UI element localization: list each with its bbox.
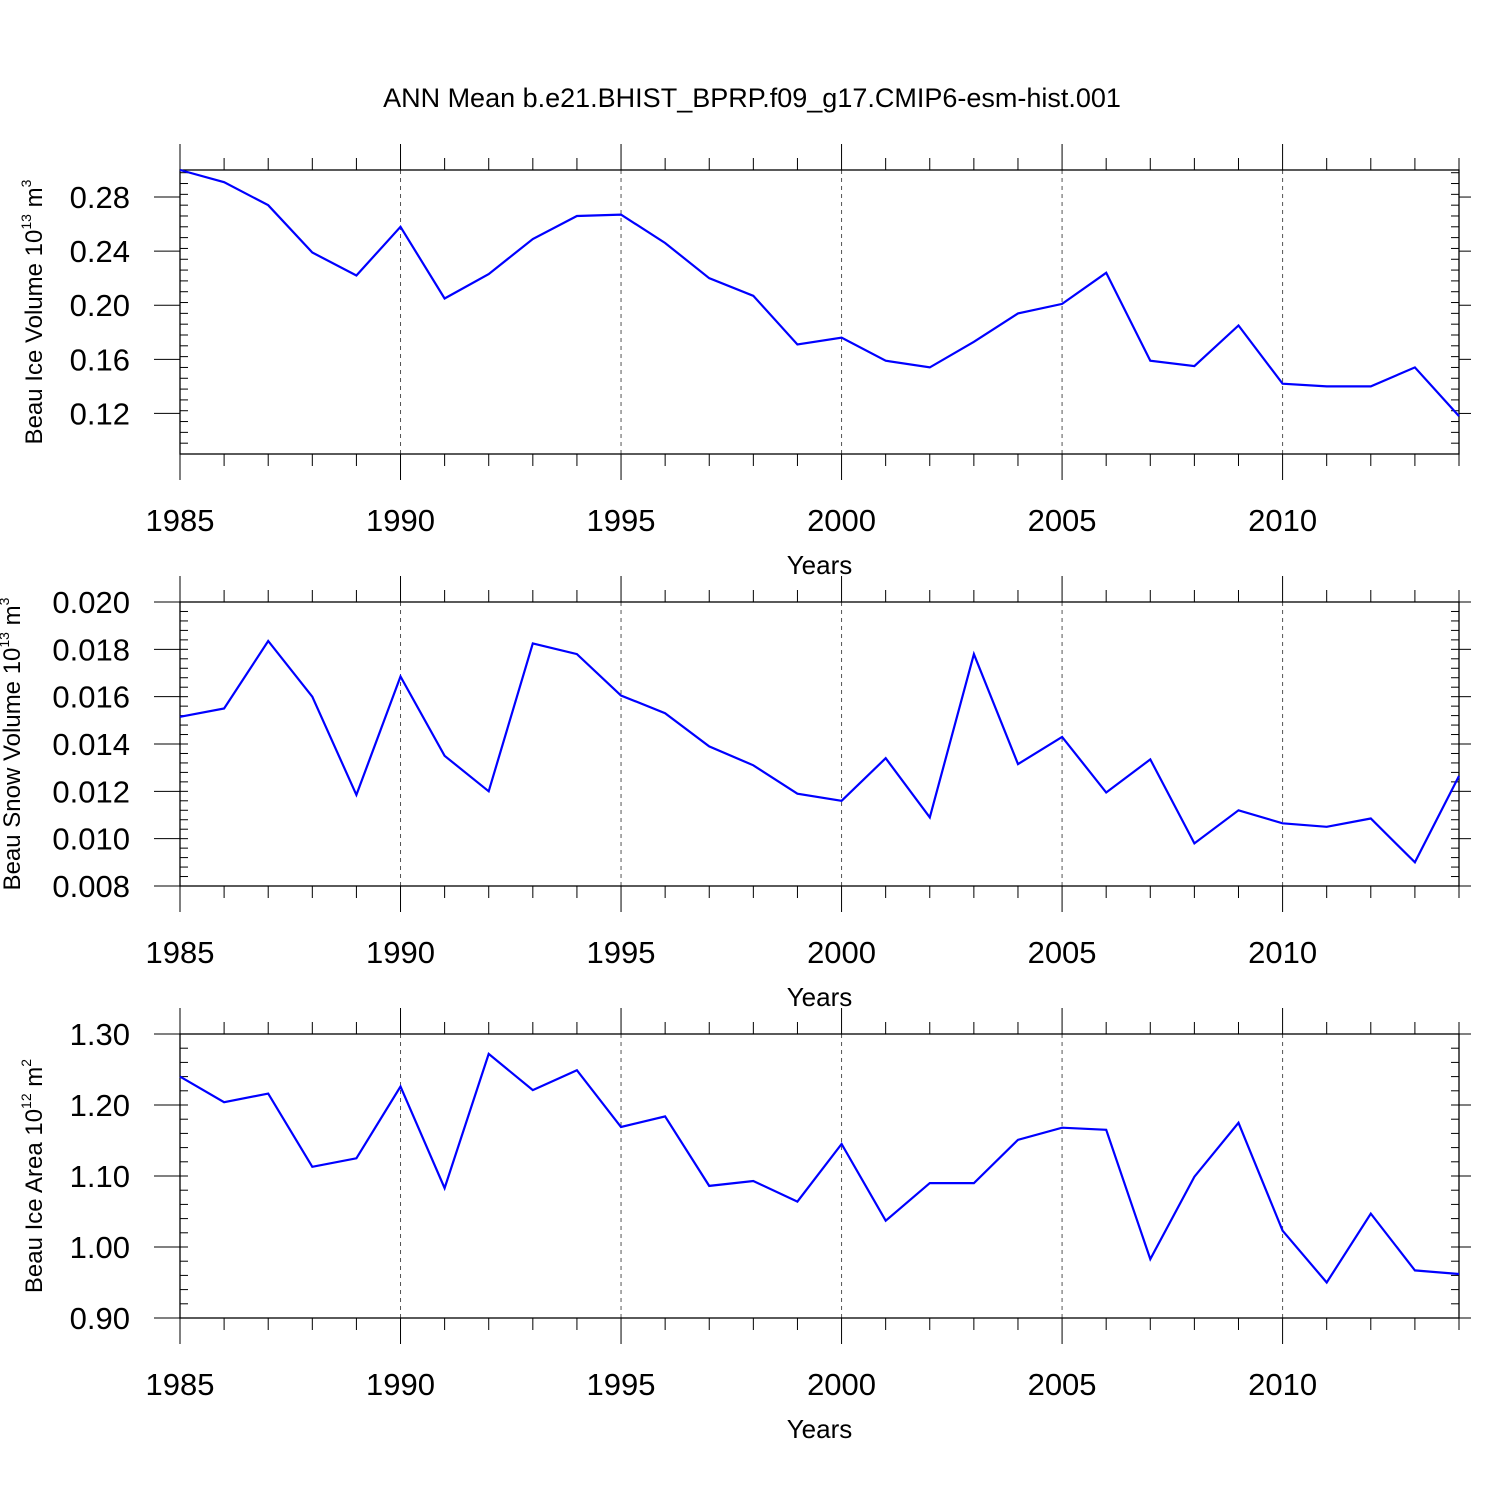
x-tick-label: 1995 <box>587 935 656 970</box>
y-tick-label: 0.020 <box>52 585 130 620</box>
plot-frame <box>179 601 1460 887</box>
y-tick-label: 0.008 <box>52 869 130 904</box>
y-tick-label: 0.28 <box>70 180 130 215</box>
x-tick-label: 1995 <box>587 1367 656 1402</box>
x-tick-label: 2005 <box>1028 503 1097 538</box>
x-tick-label: 2005 <box>1028 935 1097 970</box>
x-tick-label: 1990 <box>366 503 435 538</box>
x-tick-label: 2010 <box>1248 935 1317 970</box>
y-axis-label: Beau Ice Area 1012 m2 <box>18 1059 48 1293</box>
x-tick-label: 1985 <box>146 503 215 538</box>
y-tick-label: 1.10 <box>70 1159 130 1194</box>
y-tick-label: 0.012 <box>52 774 130 809</box>
x-axis-label: Years <box>787 550 853 580</box>
chart-panel-3: 0.90 1.00 1.10 1.20 1.30 1985 1990 1995 2000 2005… <box>18 1008 1471 1444</box>
series-line <box>179 639 1460 865</box>
x-axis-label: Years <box>787 982 853 1012</box>
x-axis-label: Years <box>787 1414 853 1444</box>
y-tick-label: 1.30 <box>70 1017 130 1052</box>
chart-title: ANN Mean b.e21.BHIST_BPRP.f09_g17.CMIP6-… <box>383 83 1121 113</box>
x-tick-label: 1985 <box>146 1367 215 1402</box>
plot-frame <box>179 169 1460 455</box>
y-tick-label: 0.12 <box>70 396 130 431</box>
y-tick-label: 0.018 <box>52 632 130 667</box>
y-tick-label: 0.24 <box>70 234 130 269</box>
y-tick-label: 0.014 <box>52 727 130 762</box>
series-line <box>179 1052 1460 1285</box>
x-tick-label: 2010 <box>1248 1367 1317 1402</box>
x-tick-label: 2000 <box>807 1367 876 1402</box>
panels: 0.12 0.16 0.20 0.24 0.28 1985 1990 1995 2000 2005… <box>0 144 1471 1444</box>
x-tick-label: 2005 <box>1028 1367 1097 1402</box>
y-tick-label: 1.00 <box>70 1230 130 1265</box>
series-line <box>179 168 1460 417</box>
y-tick-label: 1.20 <box>70 1088 130 1123</box>
y-axis-label: Beau Snow Volume 1013 m3 <box>0 597 26 890</box>
y-tick-label: 0.16 <box>70 342 130 377</box>
y-tick-label: 0.90 <box>70 1301 130 1336</box>
x-tick-label: 1995 <box>587 503 656 538</box>
y-tick-label: 0.010 <box>52 822 130 857</box>
plot-frame <box>179 1033 1460 1319</box>
x-tick-label: 2000 <box>807 503 876 538</box>
x-tick-label: 2010 <box>1248 503 1317 538</box>
y-tick-label: 0.016 <box>52 680 130 715</box>
x-tick-label: 2000 <box>807 935 876 970</box>
y-tick-label: 0.20 <box>70 288 130 323</box>
x-tick-label: 1990 <box>366 1367 435 1402</box>
x-tick-label: 1990 <box>366 935 435 970</box>
chart-panel-1: 0.12 0.16 0.20 0.24 0.28 1985 1990 1995 2000 2005… <box>18 144 1471 580</box>
y-axis-label: Beau Ice Volume 1013 m3 <box>18 179 48 444</box>
chart-panel-2: 0.008 0.010 0.012 0.014 0.016 0.018 0.020 1985 1… <box>0 576 1471 1012</box>
x-tick-label: 1985 <box>146 935 215 970</box>
